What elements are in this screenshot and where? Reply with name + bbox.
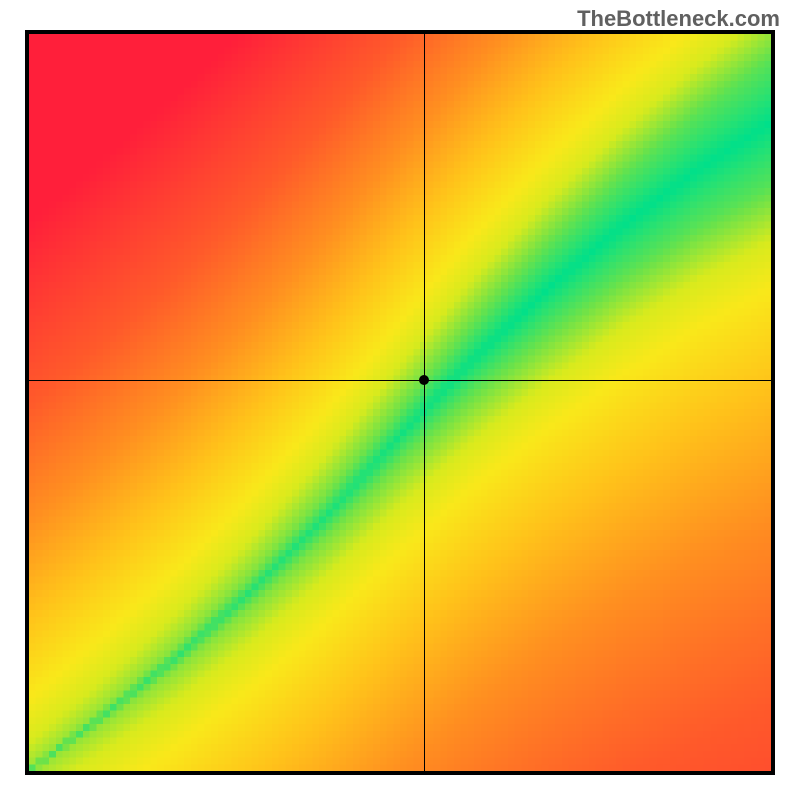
heatmap-canvas — [29, 34, 771, 771]
crosshair-vertical — [424, 34, 425, 771]
watermark-text: TheBottleneck.com — [577, 6, 780, 32]
crosshair-horizontal — [29, 380, 771, 381]
crosshair-marker — [419, 375, 429, 385]
heatmap-plot — [25, 30, 775, 775]
